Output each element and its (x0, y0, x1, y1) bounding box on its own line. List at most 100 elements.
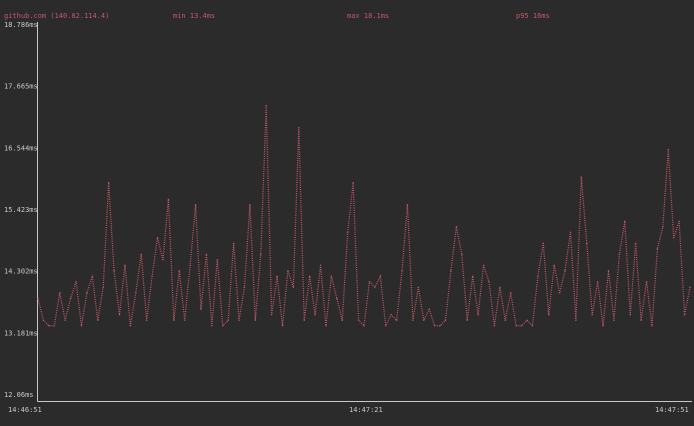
latency-point (542, 242, 544, 244)
latency-point (564, 270, 566, 272)
latency-point (330, 275, 333, 277)
latency-point (629, 314, 631, 316)
latency-point (439, 325, 441, 327)
latency-point (222, 325, 224, 327)
latency-point (178, 270, 180, 272)
latency-point (265, 105, 267, 107)
latency-point (683, 314, 686, 316)
y-tick-label: 15.423ms (4, 206, 38, 214)
x-tick-label: 14:47:51 (655, 406, 689, 414)
latency-point (216, 259, 218, 261)
latency-point (205, 253, 208, 255)
latency-point (243, 286, 246, 288)
latency-point (423, 319, 425, 321)
latency-point (678, 220, 680, 222)
latency-point (537, 275, 539, 277)
latency-point (69, 297, 72, 299)
y-tick-label: 12.06ms (4, 391, 34, 399)
latency-point (162, 259, 164, 261)
latency-point (673, 237, 675, 239)
latency-point (548, 314, 550, 316)
latency-point (390, 314, 392, 316)
latency-point (596, 281, 599, 283)
latency-point (461, 253, 463, 255)
latency-point (406, 204, 409, 206)
latency-point (298, 127, 300, 129)
latency-point (357, 319, 360, 321)
latency-point (466, 319, 468, 321)
p95-stat: p95 16ms (516, 12, 550, 20)
latency-point (97, 319, 99, 321)
latency-point (249, 204, 251, 206)
latency-point (591, 314, 593, 316)
latency-point (607, 270, 610, 272)
latency-point (504, 319, 506, 321)
latency-point (254, 319, 257, 321)
latency-point (113, 270, 115, 272)
latency-point (634, 242, 637, 244)
latency-point (42, 319, 45, 321)
latency-point (167, 198, 170, 200)
y-tick-label: 17.665ms (4, 83, 38, 91)
latency-point (667, 149, 669, 151)
latency-point (558, 292, 561, 294)
latency-point (232, 242, 235, 244)
latency-point (450, 270, 452, 272)
x-tick-label: 14:47:21 (349, 406, 383, 414)
latency-point (303, 319, 305, 321)
latency-point (281, 325, 284, 327)
latency-point (553, 264, 555, 266)
y-tick-label: 16.544ms (4, 144, 38, 152)
latency-point (471, 275, 474, 277)
latency-point (75, 281, 77, 283)
latency-point (135, 292, 137, 294)
y-tick-label: 18.786ms (4, 21, 38, 29)
latency-point (401, 270, 403, 272)
latency-point (184, 319, 186, 321)
latency-point (151, 275, 153, 277)
latency-point (455, 226, 458, 228)
latency-point (428, 308, 430, 310)
latency-point (379, 275, 381, 277)
latency-point (618, 253, 621, 255)
latency-point (352, 182, 354, 184)
latency-point (586, 242, 588, 244)
latency-point (493, 325, 496, 327)
latency-point (314, 314, 316, 316)
latency-point (292, 286, 295, 288)
latency-point (526, 319, 528, 321)
latency-point (145, 319, 148, 321)
latency-point (189, 264, 191, 266)
latency-point (37, 297, 39, 299)
y-tick-label: 14.302ms (4, 268, 38, 276)
min-stat: min 13.4ms (173, 12, 215, 20)
latency-point (569, 231, 572, 233)
latency-point (651, 325, 653, 327)
latency-point (260, 253, 262, 255)
latency-point (433, 325, 436, 327)
latency-point (662, 226, 664, 228)
latency-point (276, 275, 278, 277)
latency-point (238, 319, 240, 321)
latency-point (319, 264, 322, 266)
latency-point (91, 275, 94, 277)
latency-point (640, 319, 642, 321)
latency-point (194, 204, 197, 206)
latency-point (347, 231, 349, 233)
x-tick-label: 14:46:51 (8, 406, 42, 414)
latency-point (645, 281, 648, 283)
latency-point (156, 237, 159, 239)
latency-point (270, 314, 273, 316)
latency-point (515, 325, 517, 327)
latency-point (211, 325, 213, 327)
latency-point (385, 325, 387, 327)
latency-point (575, 319, 577, 321)
latency-point (59, 292, 61, 294)
latency-point (124, 264, 126, 266)
latency-point (53, 325, 55, 327)
latency-point (395, 319, 398, 321)
latency-point (412, 319, 414, 321)
latency-point (336, 297, 338, 299)
latency-point (118, 314, 121, 316)
